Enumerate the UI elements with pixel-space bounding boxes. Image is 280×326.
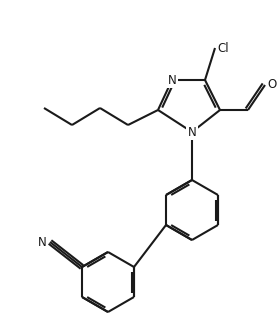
Text: N: N (188, 126, 196, 139)
Text: O: O (267, 79, 276, 92)
Text: N: N (168, 73, 176, 86)
Text: N: N (38, 235, 47, 248)
Text: Cl: Cl (217, 41, 229, 54)
